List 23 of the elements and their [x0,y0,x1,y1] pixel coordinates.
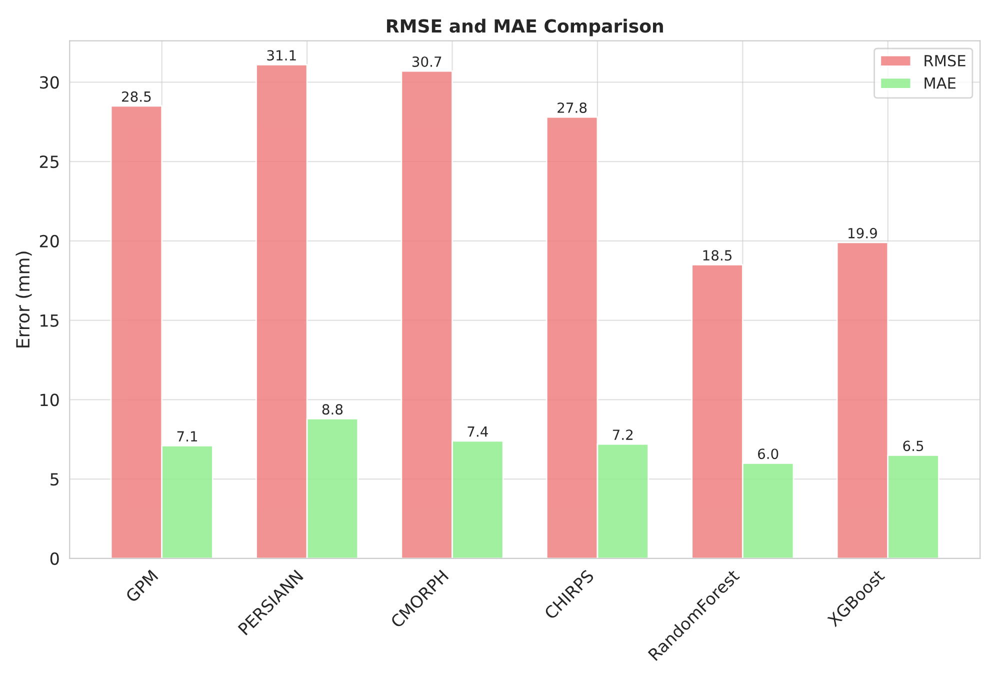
y-tick-label: 25 [40,155,58,168]
y-tick-label: 30 [40,76,59,89]
y-tick-label: 5 [50,473,58,486]
data-label: 6.0 [758,448,778,460]
y-tick-label: 20 [40,234,59,248]
data-label: 7.1 [177,431,198,442]
data-label: 18.5 [703,250,732,261]
y-tick-label: 10 [40,394,59,406]
data-label: 28.5 [122,91,151,102]
chart-title: RMSE and MAE Comparison [387,18,663,36]
y-tick-label: 15 [40,314,58,327]
data-label: 30.7 [412,56,442,67]
data-label: 19.9 [848,228,877,238]
data-label: 6.5 [903,440,924,452]
y-axis-title: Error (mm) [16,252,32,348]
data-label: 7.2 [612,430,633,440]
data-label: 31.1 [267,50,296,61]
legend-label: MAE [924,78,956,89]
data-label: 8.8 [322,404,343,415]
data-label: 27.8 [558,102,587,113]
data-label: 7.4 [468,426,488,437]
legend-label: RMSE [924,54,966,66]
y-tick-label: 0 [50,552,59,565]
